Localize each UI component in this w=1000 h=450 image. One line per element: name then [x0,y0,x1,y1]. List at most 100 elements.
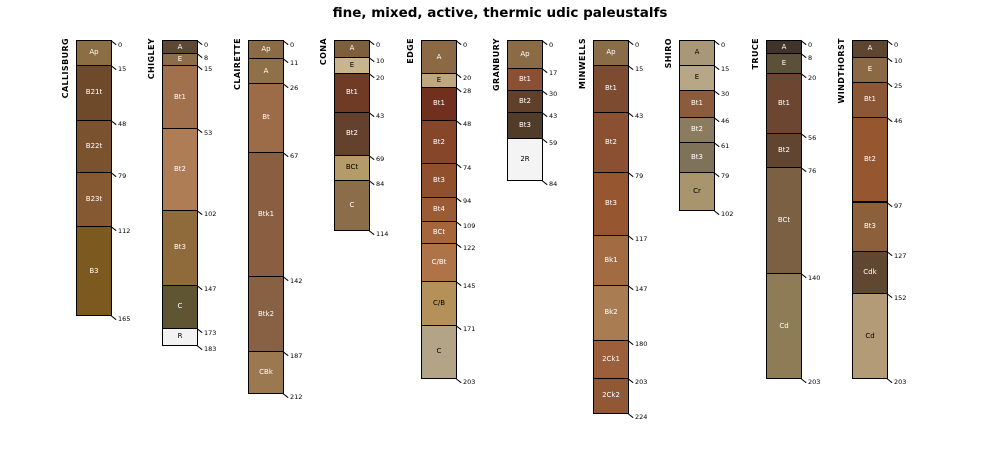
horizon-windthorst-bt1: Bt1 [852,81,888,118]
depth-label: 84 [549,180,558,189]
horizon-label: Bt1 [173,92,186,101]
depth-label: 10 [894,57,903,66]
horizon-windthorst-bt2: Bt2 [852,116,888,203]
horizon-minwells-bk1: Bk1 [593,234,629,286]
horizon-label: Cr [693,186,701,195]
horizon-minwells-bt2: Bt2 [593,111,629,173]
depth-label: 0 [463,40,468,49]
horizon-label: Bt1 [777,99,790,108]
horizon-label: B23t [85,195,103,203]
depth-label: 109 [463,221,476,230]
depth-label: 15 [118,65,127,74]
horizon-shiro-bt1: Bt1 [679,89,715,118]
horizon-cona-bct: BCt [334,154,370,181]
horizon-clairette-btk1: Btk1 [248,151,284,278]
depth-label: 94 [463,197,472,205]
series-name-callisburg: CALLISBURG [61,38,70,99]
horizon-label: Ap [606,48,616,57]
depth-label: 26 [290,83,299,92]
horizon-truce-a: A [766,40,802,55]
depth-tick [541,179,548,185]
depth-label: 0 [721,40,726,49]
horizon-label: Bt2 [690,125,703,134]
horizon-clairette-cbk: CBk [248,351,284,394]
horizon-chigley-a: A [162,40,198,55]
depth-tick [886,377,893,384]
horizon-edge-bt2: Bt2 [421,119,457,165]
series-name-edge: EDGE [406,38,415,64]
horizon-chigley-bt2: Bt2 [162,128,198,211]
horizon-edge-bt3: Bt3 [421,163,457,198]
horizon-shiro-cr: Cr [679,171,715,211]
horizon-label: Bt3 [863,222,876,231]
horizon-label: Bt4 [432,204,445,213]
horizon-label: Bt2 [173,165,186,174]
depth-label: 0 [290,40,295,49]
horizon-label: C [436,347,442,356]
depth-label: 212 [290,393,303,402]
horizon-label: Cdk [863,268,877,277]
depth-label: 43 [549,112,558,121]
series-name-clairette: CLAIRETTE [233,38,242,90]
depth-label: 145 [463,281,476,290]
horizon-label: Bt1 [345,88,358,97]
horizon-clairette-btk2: Btk2 [248,276,284,353]
horizon-label: Bt1 [518,75,531,84]
depth-label: 0 [808,40,813,49]
depth-label: 79 [118,172,127,181]
horizon-chigley-bt1: Bt1 [162,64,198,130]
horizon-label: Bt3 [604,199,617,208]
depth-label: 0 [204,40,209,49]
horizon-chigley-bt3: Bt3 [162,209,198,286]
depth-label: 48 [463,120,472,129]
horizon-label: Bt2 [345,129,358,138]
depth-label: 28 [463,87,472,96]
horizon-label: Btk1 [257,209,275,218]
horizon-label: BCt [432,228,446,237]
horizon-granbury-bt1: Bt1 [507,68,543,91]
horizon-edge-e: E [421,73,457,88]
horizon-label: E [177,55,183,64]
horizon-label: B3 [89,266,99,275]
horizon-edge-a: A [421,40,457,75]
depth-tick [110,314,117,320]
horizon-shiro-e: E [679,64,715,91]
horizon-truce-bct: BCt [766,166,802,275]
horizon-label: 2Ck2 [602,391,620,400]
horizon-label: 2R [520,155,530,164]
depth-label: 15 [721,65,730,74]
depth-label: 74 [463,163,472,172]
depth-label: 180 [635,340,648,349]
horizon-label: E [349,60,355,69]
depth-label: 46 [721,117,730,126]
depth-tick [455,377,462,384]
series-name-minwells: MINWELLS [578,38,587,90]
horizon-callisburg-b21t: B21t [76,64,112,121]
horizon-label: Bt2 [863,155,876,164]
depth-label: 25 [894,82,903,91]
depth-label: 11 [290,58,299,67]
depth-label: 0 [635,40,640,49]
horizon-label: B21t [85,88,103,97]
horizon-truce-e: E [766,53,802,75]
horizon-label: Bt [262,113,270,122]
horizon-label: E [694,73,700,82]
horizon-label: E [436,75,442,84]
depth-label: 79 [635,172,644,181]
horizon-label: Bt3 [173,243,186,252]
horizon-chigley-c: C [162,284,198,330]
depth-tick [196,344,203,350]
horizon-clairette-bt: Bt [248,83,284,153]
horizon-label: Bt2 [777,145,790,154]
depth-label: 76 [808,167,817,176]
horizon-edge-cb: C/B [421,281,457,326]
horizon-minwells-bt1: Bt1 [593,64,629,113]
horizon-label: Ap [89,48,99,57]
depth-label: 59 [549,138,558,147]
depth-label: 69 [376,155,385,164]
depth-label: 56 [808,133,817,142]
depth-tick [627,412,634,419]
horizon-label: R [177,332,183,341]
depth-label: 46 [894,117,903,126]
